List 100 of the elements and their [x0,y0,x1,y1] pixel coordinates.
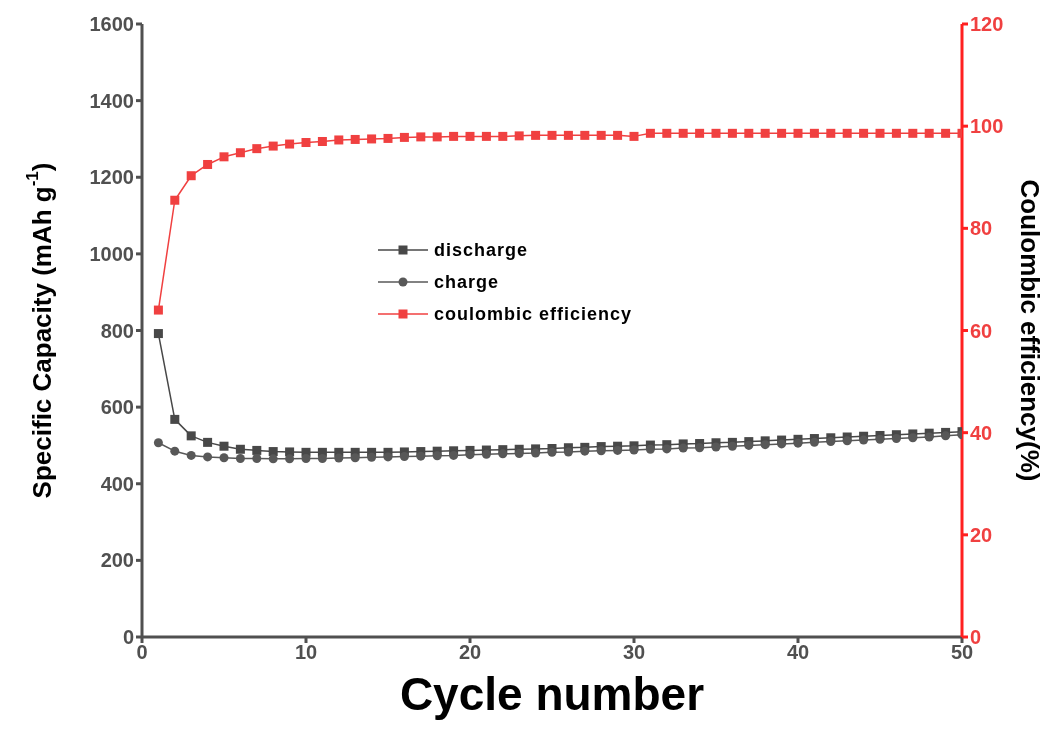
x-axis-title: Cycle number [399,668,705,720]
point [826,128,836,138]
point [432,132,442,142]
point [678,128,688,138]
point [285,454,295,464]
point [203,159,213,169]
point [662,128,672,138]
point [334,135,344,145]
point [629,131,639,141]
point [662,444,672,454]
point [170,414,180,424]
point [744,128,754,138]
point [153,329,163,339]
point [203,437,213,447]
point [908,128,918,138]
point [727,441,737,451]
y-tick-label: 800 [100,319,134,342]
x-tick-label: 10 [294,641,318,664]
point [399,132,409,142]
y-tick-label: 1400 [89,89,134,112]
point [203,452,213,462]
point [711,128,721,138]
point [826,437,836,447]
point [711,442,721,452]
point [924,128,934,138]
point [301,138,311,148]
point [235,444,245,454]
point [531,448,541,458]
point [777,439,787,449]
point [153,305,163,315]
point [432,451,442,461]
point [645,444,655,454]
point [268,141,278,151]
point [793,128,803,138]
point [695,443,705,453]
point [219,453,229,463]
point [547,130,557,140]
y2-tick-label: 40 [970,421,993,444]
y-tick-label: 400 [100,472,134,495]
point [924,432,934,442]
point [580,446,590,456]
point [481,131,491,141]
point [596,446,606,456]
point [760,128,770,138]
point [859,435,869,445]
x-tick-label: 40 [786,641,810,664]
point [875,434,885,444]
y2-axis-title: Coulombic efficiency(%) [1014,179,1045,482]
point [153,438,163,448]
point [252,144,262,154]
point [465,450,475,460]
point [350,453,360,463]
y-tick-label: 200 [100,549,134,572]
point [531,130,541,140]
point [481,449,491,459]
y2-tick-label: 80 [970,217,993,240]
point [842,128,852,138]
point [186,171,196,181]
point [498,449,508,459]
point [268,447,278,457]
point [235,148,245,158]
point [285,139,295,149]
point [252,445,262,455]
point [613,130,623,140]
point [613,445,623,455]
point [219,441,229,451]
point [416,132,426,142]
point [383,133,393,143]
point [235,453,245,463]
y2-tick-label: 120 [970,13,1004,36]
y2-tick-label: 60 [970,319,993,342]
point [219,152,229,162]
point [859,128,869,138]
point [170,195,180,205]
point [317,136,327,146]
point [809,128,819,138]
legend-label: charge [434,271,500,293]
point [301,453,311,463]
point [563,130,573,140]
x-tick-label: 0 [136,641,148,664]
point [645,128,655,138]
point [760,440,770,450]
point [727,128,737,138]
point [186,431,196,441]
legend-label: coulombic efficiency [434,303,633,325]
y-tick-label: 0 [122,626,134,649]
point [498,131,508,141]
x-tick-label: 30 [622,641,646,664]
point [285,447,295,457]
y2-tick-label: 20 [970,523,993,546]
point [875,128,885,138]
x-tick-label: 20 [458,641,482,664]
point [416,451,426,461]
point [186,450,196,460]
point [580,130,590,140]
point [465,131,475,141]
point [941,128,951,138]
point [563,447,573,457]
y-tick-label: 1600 [89,13,134,36]
legend-label: discharge [434,239,529,261]
